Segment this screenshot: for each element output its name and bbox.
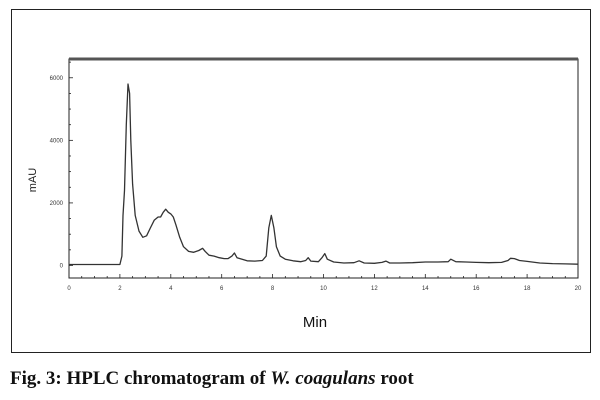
x-axis-label: Min [303,314,327,331]
caption-suffix: root [375,368,414,389]
x-tick-label: 4 [169,286,173,292]
chart-frame: 0 2 4 6 8 10 12 14 16 18 20 0 2000 4000 6000 mAU Min [11,9,591,353]
x-tick-label: 10 [320,286,327,292]
x-tick-label: 12 [371,286,378,292]
y-axis-label: mAU [27,168,39,193]
x-tick-label: 0 [67,286,71,292]
y-tick-label: 6000 [50,76,64,82]
x-tick-label: 16 [473,286,480,292]
chromatogram-trace [69,83,579,266]
y-tick-label: 0 [60,263,64,269]
caption-prefix: Fig. 3: HPLC chromatogram of [10,368,271,389]
plot-area-border [68,58,579,279]
chart-svg: 0 2 4 6 8 10 12 14 16 18 20 0 2000 4000 6000 mAU Min [27,57,582,331]
x-tick-label: 6 [220,286,224,292]
caption-species: W. coagulans [270,368,376,389]
figure-caption: Fig. 3: HPLC chromatogram of W. coagulan… [10,368,414,390]
x-tick-label: 18 [524,286,531,292]
x-tick-label: 8 [271,286,275,292]
y-tick-label: 4000 [50,138,64,144]
x-tick-label: 2 [118,286,122,292]
series-layer [69,83,579,266]
chart-axes [68,57,579,279]
tick-labels: 0 2 4 6 8 10 12 14 16 18 20 0 2000 4000 6000 [50,76,582,292]
y-tick-label: 2000 [50,201,64,207]
x-tick-label: 20 [575,286,582,292]
x-tick-label: 14 [422,286,429,292]
